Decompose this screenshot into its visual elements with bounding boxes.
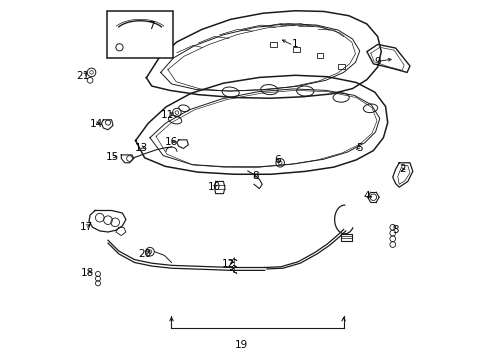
Text: 19: 19	[235, 340, 248, 350]
Text: 12: 12	[222, 259, 236, 269]
Text: 1: 1	[292, 39, 298, 49]
Text: 7: 7	[148, 21, 155, 31]
Bar	[270, 42, 276, 47]
Text: 13: 13	[134, 143, 147, 153]
Text: 21: 21	[76, 71, 90, 81]
Text: 16: 16	[165, 138, 178, 147]
Text: 2: 2	[399, 164, 406, 174]
Bar	[317, 53, 323, 58]
Text: 14: 14	[90, 120, 103, 129]
Bar	[107, 12, 173, 58]
Text: 11: 11	[161, 111, 174, 121]
Text: 3: 3	[392, 225, 399, 235]
Bar	[294, 46, 300, 51]
Text: 10: 10	[208, 182, 221, 192]
Text: 15: 15	[106, 152, 119, 162]
Text: 20: 20	[138, 248, 151, 258]
Text: 9: 9	[374, 57, 381, 67]
Text: 6: 6	[274, 155, 281, 165]
Text: 5: 5	[356, 143, 363, 153]
Text: 18: 18	[81, 268, 95, 278]
Text: 4: 4	[364, 191, 370, 201]
Bar	[338, 64, 344, 69]
Text: 17: 17	[80, 222, 93, 231]
Text: 8: 8	[252, 171, 259, 181]
